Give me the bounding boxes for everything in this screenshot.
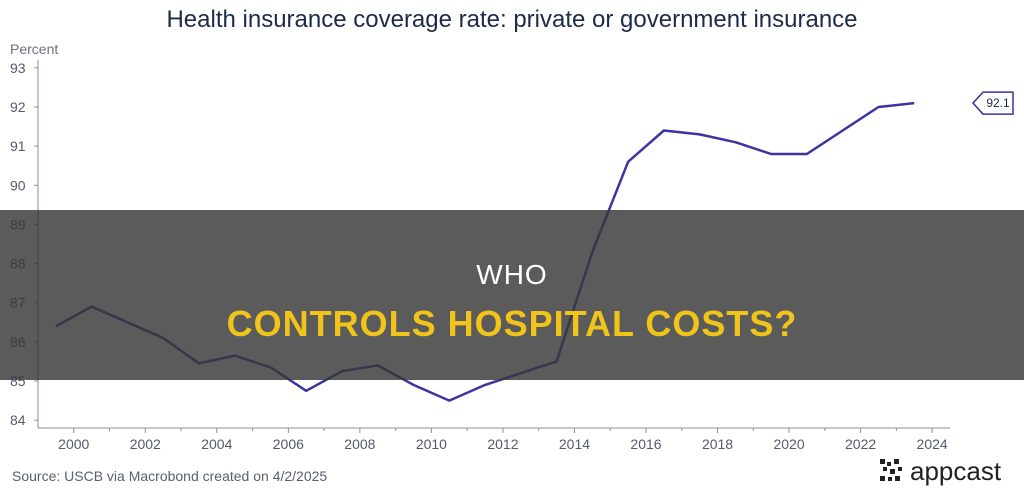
source-note: Source: USCB via Macrobond created on 4/…: [12, 468, 327, 484]
overlay-banner: [0, 210, 1024, 380]
x-tick-label: 2006: [273, 436, 304, 452]
last-value-label: 92.1: [986, 96, 1010, 110]
x-tick-label: 2012: [487, 436, 518, 452]
y-tick-label: 93: [10, 60, 26, 76]
y-axis-unit-label: Percent: [10, 41, 58, 57]
x-tick-label: 2022: [845, 436, 876, 452]
chart-annotations: 92.1: [973, 92, 1013, 114]
chart-title: Health insurance coverage rate: private …: [0, 6, 1024, 34]
x-tick-label: 2008: [344, 436, 375, 452]
y-tick-label: 90: [10, 177, 26, 193]
x-tick-label: 2010: [416, 436, 447, 452]
x-tick-label: 2004: [201, 436, 232, 452]
y-tick-label: 92: [10, 99, 26, 115]
x-tick-label: 2000: [58, 436, 89, 452]
logo-text: appcast: [910, 456, 1001, 487]
x-tick-label: 2014: [559, 436, 590, 452]
x-tick-label: 2002: [130, 436, 161, 452]
x-tick-label: 2024: [917, 436, 948, 452]
x-tick-label: 2018: [702, 436, 733, 452]
y-tick-label: 91: [10, 138, 26, 154]
banner-heading: WHO: [0, 259, 1024, 291]
appcast-logo: appcast: [880, 456, 1001, 486]
logo-mark-icon: [880, 459, 904, 483]
x-tick-label: 2020: [773, 436, 804, 452]
y-tick-label: 84: [10, 412, 26, 428]
x-tick-label: 2016: [630, 436, 661, 452]
banner-subheading: CONTROLS HOSPITAL COSTS?: [0, 303, 1024, 345]
